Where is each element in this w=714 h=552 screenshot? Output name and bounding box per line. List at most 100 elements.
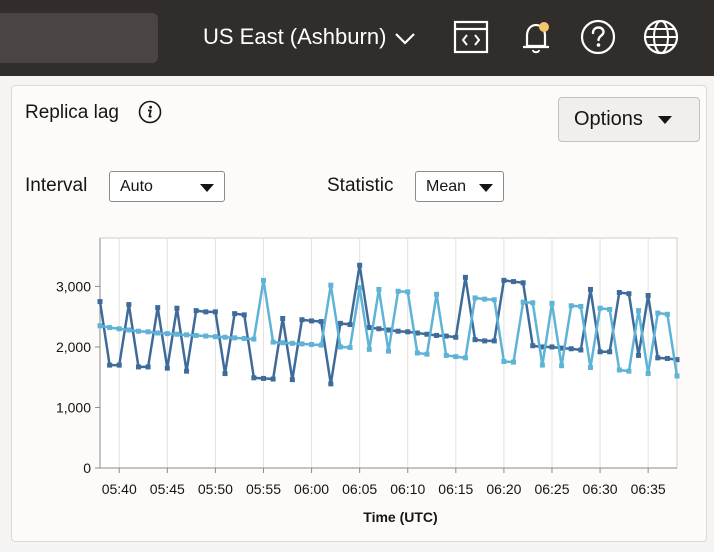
- caret-down-icon: [657, 115, 672, 124]
- data-point: [607, 306, 613, 312]
- data-point: [405, 289, 411, 295]
- data-point: [443, 352, 449, 358]
- data-point: [222, 371, 228, 377]
- y-tick-label: 0: [83, 460, 91, 476]
- data-point: [337, 344, 343, 350]
- data-point: [386, 327, 391, 333]
- data-point: [645, 293, 651, 298]
- data-point: [357, 285, 363, 291]
- panel-title: Replica lag: [25, 102, 119, 123]
- data-point: [472, 295, 478, 301]
- data-point: [530, 300, 536, 306]
- data-point: [116, 326, 122, 332]
- data-point: [289, 377, 295, 383]
- top-bar: US East (Ashburn): [0, 0, 714, 76]
- data-point: [549, 300, 555, 306]
- data-point: [203, 333, 209, 339]
- data-point: [116, 362, 122, 368]
- caret-down-icon: [479, 184, 493, 192]
- data-point: [232, 311, 238, 317]
- x-tick-label: 06:05: [342, 481, 377, 497]
- data-point: [626, 291, 632, 297]
- x-axis-title: Time (UTC): [363, 509, 437, 525]
- statistic-select[interactable]: Mean: [415, 171, 504, 202]
- data-point: [424, 331, 430, 337]
- info-icon[interactable]: [138, 100, 162, 124]
- data-point: [145, 364, 151, 370]
- data-point: [645, 371, 651, 377]
- data-point: [482, 296, 488, 302]
- x-tick-label: 06:35: [631, 481, 666, 497]
- x-tick-label: 06:30: [583, 481, 618, 497]
- data-point: [530, 343, 536, 349]
- bell-icon[interactable]: [518, 19, 554, 55]
- data-point: [280, 316, 286, 321]
- data-point: [511, 279, 517, 285]
- data-point: [289, 340, 295, 346]
- y-tick-label: 3,000: [56, 278, 91, 294]
- data-point: [145, 329, 151, 335]
- data-point: [155, 305, 161, 311]
- data-point: [107, 325, 113, 331]
- data-point: [616, 367, 622, 373]
- data-point: [559, 345, 565, 351]
- data-point: [520, 299, 526, 305]
- data-point: [636, 308, 642, 314]
- y-tick-label: 1,000: [56, 399, 91, 415]
- data-point: [337, 320, 343, 326]
- data-point: [578, 303, 584, 309]
- data-point: [568, 346, 574, 352]
- interval-select[interactable]: Auto: [109, 171, 225, 202]
- data-point: [376, 286, 382, 292]
- data-point: [203, 309, 209, 315]
- data-point: [232, 335, 238, 341]
- data-point: [424, 351, 430, 357]
- data-point: [453, 354, 459, 360]
- data-point: [559, 363, 565, 369]
- data-point: [511, 359, 517, 365]
- data-point: [395, 328, 401, 334]
- data-point: [414, 330, 420, 336]
- data-point: [366, 325, 372, 331]
- data-point: [491, 338, 497, 344]
- data-point: [126, 327, 132, 333]
- x-tick-label: 05:55: [246, 481, 281, 497]
- data-point: [578, 347, 584, 353]
- data-point: [664, 311, 670, 317]
- data-point: [664, 355, 670, 361]
- replica-lag-panel: Replica lag Options Interval Auto Statis…: [11, 85, 707, 542]
- x-tick-label: 06:00: [294, 481, 329, 497]
- data-point: [184, 368, 190, 374]
- data-point: [443, 333, 449, 339]
- data-point: [251, 375, 257, 381]
- data-point: [357, 262, 363, 268]
- data-point: [405, 329, 411, 335]
- code-editor-icon[interactable]: [453, 19, 489, 55]
- globe-icon[interactable]: [643, 19, 679, 55]
- data-point: [299, 317, 305, 323]
- region-selector[interactable]: US East (Ashburn): [203, 22, 416, 52]
- data-point: [626, 368, 632, 374]
- data-point: [607, 349, 613, 355]
- options-label: Options: [574, 108, 643, 130]
- data-point: [587, 286, 593, 292]
- data-point: [251, 336, 257, 342]
- data-point: [97, 299, 103, 305]
- data-point: [164, 365, 170, 371]
- data-point: [655, 310, 661, 316]
- data-point: [674, 357, 680, 363]
- data-point: [193, 332, 199, 338]
- data-point: [241, 312, 247, 318]
- data-point: [491, 297, 497, 303]
- data-point: [270, 339, 276, 345]
- data-point: [347, 345, 353, 351]
- data-point: [328, 381, 334, 387]
- search-input[interactable]: [0, 13, 158, 63]
- x-tick-label: 05:50: [198, 481, 233, 497]
- data-point: [482, 338, 488, 344]
- help-icon[interactable]: [580, 19, 616, 55]
- options-button[interactable]: Options: [558, 97, 700, 142]
- data-point: [174, 305, 180, 311]
- region-label: US East (Ashburn): [203, 24, 387, 49]
- data-point: [174, 331, 180, 337]
